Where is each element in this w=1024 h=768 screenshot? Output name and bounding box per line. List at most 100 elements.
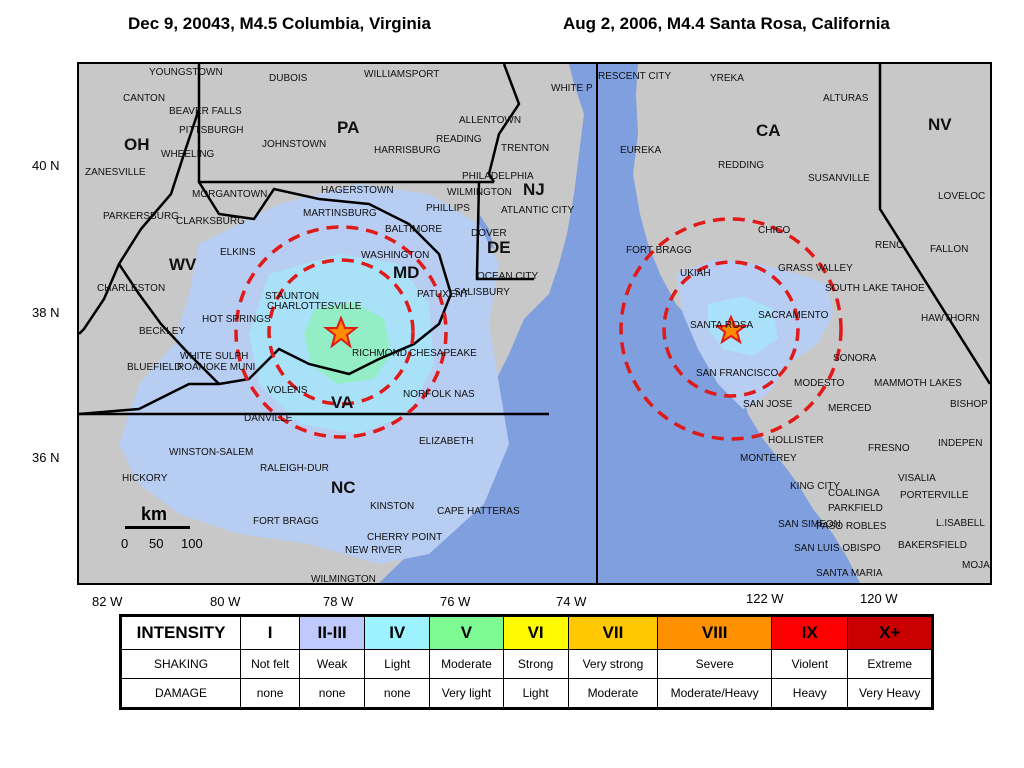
right-map-title: Aug 2, 2006, M4.4 Santa Rosa, California <box>563 14 890 33</box>
city-label: MOJA <box>962 560 990 571</box>
city-label: CHARLOTTESVILLE <box>267 301 362 312</box>
city-label: BECKLEY <box>139 326 186 337</box>
inner-ring <box>267 258 415 406</box>
state-label: NJ <box>523 180 545 199</box>
city-label: RESCENT CITY <box>598 71 672 82</box>
latitude-tick-label: 36 N <box>32 450 60 465</box>
shaking-cell: Light <box>364 649 431 679</box>
latitude-tick-label: 38 N <box>32 305 60 320</box>
scale-tick: 50 <box>149 536 164 551</box>
city-label: OCEAN CITY <box>477 271 539 282</box>
row-label: INTENSITY <box>119 615 242 650</box>
latitude-tick-label: 40 N <box>32 158 60 173</box>
longitude-tick-label: 78 W <box>323 594 354 609</box>
city-label: DANVILLE <box>244 413 293 424</box>
city-label: RICHMOND <box>352 348 407 359</box>
damage-cell: Heavy <box>771 677 849 710</box>
city-label: DUBOIS <box>269 73 308 84</box>
city-label: L.ISABELL <box>936 518 985 529</box>
city-label: SUSANVILLE <box>808 173 870 184</box>
city-label: KING CITY <box>790 481 841 492</box>
intensity-cell: X+ <box>847 615 933 650</box>
city-label: COALINGA <box>828 488 880 499</box>
california-intensity-map[interactable]: CA NV RESCENT CITY YREKA ALTURAS EUREKA … <box>596 62 992 585</box>
city-label: FALLON <box>930 244 969 255</box>
city-label: HOLLISTER <box>768 435 824 446</box>
city-label: ELIZABETH <box>419 436 474 447</box>
virginia-map-graphics <box>79 64 598 583</box>
city-label: MAMMOTH LAKES <box>874 378 962 389</box>
outer-ring <box>619 217 843 441</box>
scale-bar <box>125 526 190 529</box>
city-label: RENO <box>875 240 904 251</box>
city-label: PARKFIELD <box>828 503 883 514</box>
city-label: CHESAPEAKE <box>409 348 477 359</box>
city-label: YREKA <box>710 73 744 84</box>
city-label: EUREKA <box>620 145 662 156</box>
city-label: ROANOKE MUNI <box>177 362 256 373</box>
atlantic-ocean <box>379 64 598 583</box>
city-label: ELKINS <box>220 247 256 258</box>
city-label: MONTEREY <box>740 453 797 464</box>
damage-cell: Very light <box>429 677 504 710</box>
intensity-cell: VIII <box>657 615 773 650</box>
longitude-tick-label: 76 W <box>440 594 471 609</box>
damage-cell: none <box>364 677 431 710</box>
shaking-cell: Weak <box>299 649 366 679</box>
city-label: SONORA <box>833 353 877 364</box>
city-label: MODESTO <box>794 378 845 389</box>
city-label: HAGERSTOWN <box>321 185 394 196</box>
damage-cell: Moderate <box>567 677 659 710</box>
city-label: FORT BRAGG <box>253 516 319 527</box>
city-label: HARRISBURG <box>374 145 441 156</box>
city-label: PITTSBURGH <box>179 125 244 136</box>
state-label: CA <box>756 121 781 140</box>
city-label: WILMINGTON <box>447 187 512 198</box>
city-label: READING <box>436 134 482 145</box>
longitude-tick-label: 82 W <box>92 594 123 609</box>
delaware-bay <box>477 214 494 249</box>
scale-unit: km <box>141 504 168 524</box>
city-label: SACRAMENTO <box>758 310 829 321</box>
state-label: NV <box>928 115 952 134</box>
city-label: HICKORY <box>122 473 168 484</box>
city-label: ATLANTIC CITY <box>501 205 575 216</box>
shaking-cell: Moderate <box>429 649 504 679</box>
city-label: HAWTHORN <box>921 313 980 324</box>
city-label: CHARLESTON <box>97 283 166 294</box>
city-label: PATUXENT <box>417 289 469 300</box>
city-label: YOUNGSTOWN <box>149 67 223 78</box>
city-label: GRASS VALLEY <box>778 263 853 274</box>
state-label: VA <box>331 393 354 412</box>
city-label: SAN SIMEON <box>778 519 841 530</box>
state-label: MD <box>393 263 420 282</box>
city-label: SAN LUIS OBISPO <box>794 543 881 554</box>
city-label: SALISBURY <box>454 287 510 298</box>
longitude-tick-label: 80 W <box>210 594 241 609</box>
city-label: BEAVER FALLS <box>169 106 242 117</box>
city-label: ZANESVILLE <box>85 167 146 178</box>
city-label: DOVER <box>471 228 507 239</box>
city-label: KINSTON <box>370 501 415 512</box>
state-label: NC <box>331 478 356 497</box>
inner-ring <box>662 260 800 398</box>
city-label: VOLENS <box>267 385 308 396</box>
intensity-cell: V <box>429 615 504 650</box>
city-label: NEW RIVER <box>345 545 402 556</box>
city-label: WHEELING <box>161 149 215 160</box>
damage-cell: Light <box>502 677 569 710</box>
city-label: SAN JOSE <box>743 399 793 410</box>
shaking-cell: Extreme <box>847 649 933 679</box>
intensity-cell: VII <box>567 615 659 650</box>
state-borders <box>878 64 990 385</box>
virginia-intensity-map[interactable]: PA OH WV MD NJ DE VA NC YOUNGSTOWN DUBOI… <box>77 62 600 585</box>
intensity-row: INTENSITY I II-III IV V VI VII VIII IX X… <box>119 615 933 650</box>
city-label: WILLIAMSPORT <box>364 69 440 80</box>
state-label: OH <box>124 135 150 154</box>
damage-cell: Moderate/Heavy <box>657 677 773 710</box>
scale-tick: 100 <box>181 536 203 551</box>
city-label: WASHINGTON <box>361 250 430 261</box>
state-borders <box>79 64 549 416</box>
longitude-tick-label: 74 W <box>556 594 587 609</box>
city-label: BALTIMORE <box>385 224 443 235</box>
